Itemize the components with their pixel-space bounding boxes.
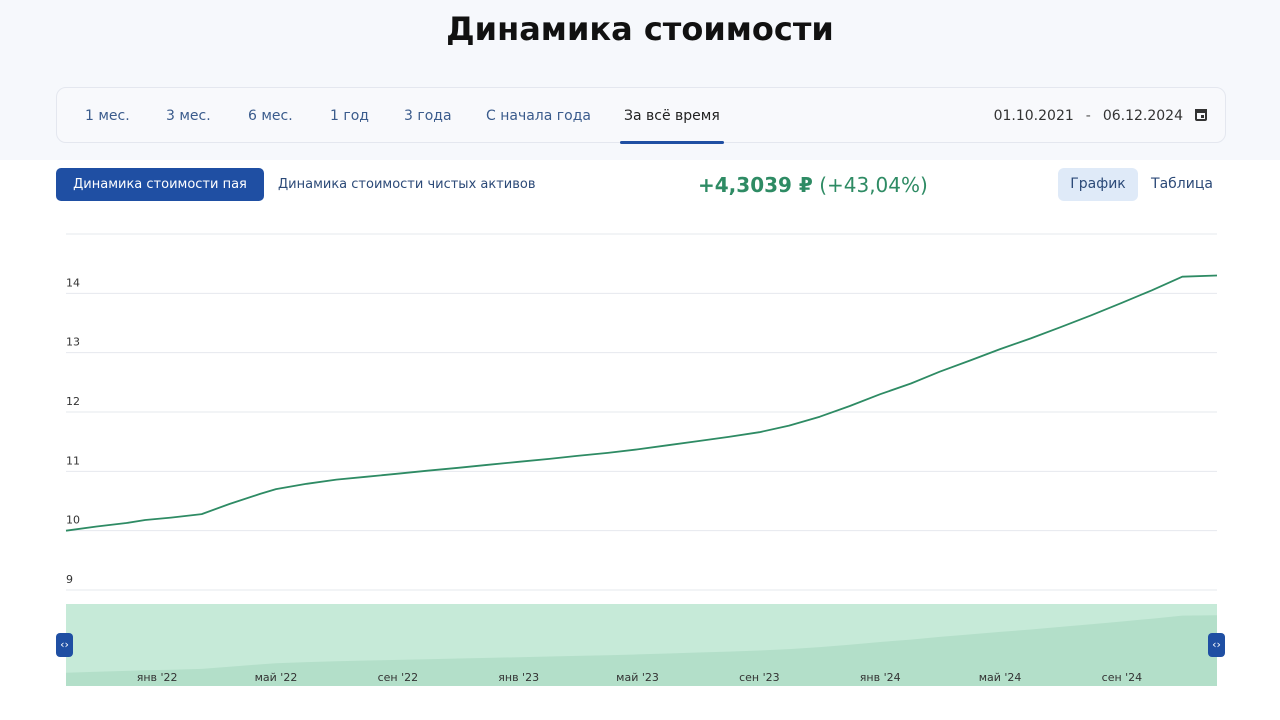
navigator-tick-label: май '23 (616, 671, 659, 684)
date-from[interactable]: 01.10.2021 (993, 108, 1074, 124)
period-tab-all-time[interactable]: За всё время (620, 88, 724, 144)
change-absolute: +4,3039 ₽ (698, 173, 813, 197)
page-title: Динамика стоимости (446, 10, 834, 48)
period-tab-3-months[interactable]: 3 мес. (166, 108, 211, 124)
change-percent: (+43,04%) (819, 173, 928, 197)
period-filter-bar: 1 мес. 3 мес. 6 мес. 1 год 3 года С нача… (56, 87, 1226, 144)
y-axis-ticks: 9 10 11 12 13 14 (66, 276, 80, 586)
net-assets-dynamics-button[interactable]: Динамика стоимости чистых активов (278, 177, 536, 192)
y-tick-label: 10 (66, 514, 80, 527)
y-tick-label: 14 (66, 276, 80, 289)
period-tab-6-months[interactable]: 6 мес. (248, 108, 293, 124)
period-tab-3-years[interactable]: 3 года (404, 108, 452, 124)
chart-grid (66, 233, 1217, 591)
period-tab-1-month[interactable]: 1 мес. (85, 108, 130, 124)
series-line (65, 274, 1218, 532)
code-brackets-icon: ‹› (60, 638, 69, 651)
y-tick-label: 12 (66, 395, 80, 408)
y-tick-label: 13 (66, 336, 80, 349)
navigator-right-handle[interactable]: ‹› (1208, 633, 1225, 657)
unit-value-chart: 9 10 11 12 13 14 янв '22 май '22 сен '22 янв '23… (65, 233, 1218, 686)
navigator-ticks: янв '22 май '22 сен '22 янв '23 май '23 сен '… (137, 671, 1142, 684)
y-tick-label: 9 (66, 573, 73, 586)
chart-navigator[interactable] (66, 604, 1217, 686)
calendar-icon[interactable] (1195, 109, 1207, 121)
code-brackets-icon: ‹› (1212, 638, 1221, 651)
navigator-tick-label: сен '24 (1102, 671, 1143, 684)
navigator-tick-label: май '24 (979, 671, 1022, 684)
period-tab-ytd[interactable]: С начала года (486, 108, 591, 124)
navigator-area (66, 615, 1217, 686)
date-range-picker[interactable]: 01.10.2021-06.12.2024 (994, 88, 1207, 144)
date-to[interactable]: 06.12.2024 (1102, 108, 1183, 124)
navigator-tick-label: янв '24 (860, 671, 901, 684)
series-lines (65, 274, 1218, 532)
change-summary: +4,3039 ₽ (+43,04%) (698, 170, 928, 200)
date-separator: - (1085, 108, 1091, 124)
navigator-left-handle[interactable]: ‹› (56, 633, 73, 657)
navigator-tick-label: сен '22 (378, 671, 419, 684)
navigator-tick-label: янв '22 (137, 671, 178, 684)
navigator-tick-label: янв '23 (498, 671, 539, 684)
unit-value-dynamics-button[interactable]: Динамика стоимости пая (56, 168, 264, 201)
view-graph-button[interactable]: График (1058, 168, 1138, 201)
navigator-tick-label: май '22 (255, 671, 298, 684)
period-tab-1-year[interactable]: 1 год (330, 108, 369, 124)
y-tick-label: 11 (66, 454, 80, 467)
navigator-tick-label: сен '23 (739, 671, 780, 684)
view-table-button[interactable]: Таблица (1151, 176, 1213, 192)
